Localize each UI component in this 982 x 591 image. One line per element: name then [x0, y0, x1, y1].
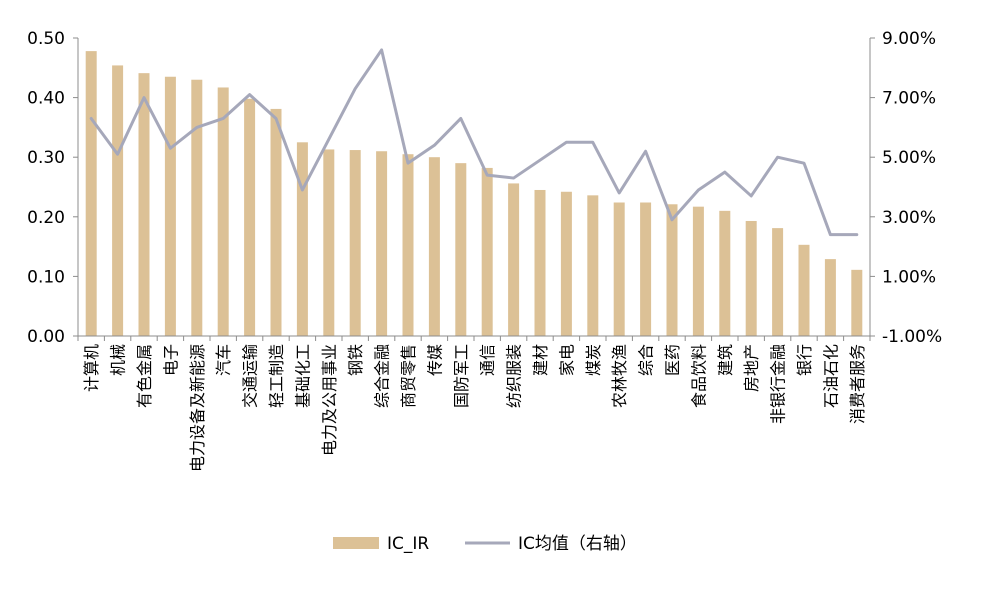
category-label: 农林牧渔 — [610, 344, 629, 408]
bar-银行 — [799, 245, 810, 336]
category-label: 医药 — [663, 344, 682, 376]
right-tick-label: 3.00% — [882, 208, 936, 228]
right-tick-label: 5.00% — [882, 148, 936, 168]
left-tick-label: 0.20 — [27, 208, 65, 228]
bar-非银行金融 — [772, 228, 783, 336]
right-tick-label: 9.00% — [882, 29, 936, 49]
bar-有色金属 — [139, 73, 150, 336]
right-tick-label: -1.00% — [882, 327, 942, 347]
bar-医药 — [667, 204, 678, 336]
category-label: 机械 — [109, 344, 128, 376]
category-label: 建筑 — [716, 344, 735, 376]
bar-钢铁 — [350, 150, 361, 336]
category-label: 电力设备及新能源 — [188, 344, 207, 472]
category-label: 纺织服装 — [505, 344, 524, 408]
category-label: 建材 — [531, 344, 550, 376]
category-label: 钢铁 — [346, 344, 365, 376]
category-label: 传媒 — [425, 344, 444, 376]
left-tick-label: 0.30 — [27, 148, 65, 168]
category-label: 轻工制造 — [267, 344, 286, 408]
category-label: 电子 — [161, 344, 180, 376]
bar-农林牧渔 — [614, 203, 625, 337]
legend-label-line: IC均值（右轴） — [518, 534, 637, 554]
bar-石油石化 — [825, 259, 836, 336]
bar-建材 — [535, 190, 546, 336]
right-tick-label: 7.00% — [882, 89, 936, 109]
category-label: 有色金属 — [135, 344, 154, 408]
legend-bar-swatch — [333, 537, 379, 549]
category-label: 煤炭 — [584, 344, 603, 376]
ic-mean-line — [91, 50, 857, 235]
category-label: 综合金融 — [373, 344, 392, 408]
category-label: 银行 — [795, 344, 814, 376]
category-labels-group: 计算机机械有色金属电子电力设备及新能源汽车交通运输轻工制造基础化工电力及公用事业… — [82, 344, 867, 472]
category-label: 食品饮料 — [689, 344, 708, 408]
bar-商贸零售 — [403, 154, 414, 336]
bar-通信 — [482, 168, 493, 336]
category-label: 消费者服务 — [848, 344, 867, 424]
category-label: 电力及公用事业 — [320, 344, 339, 456]
bar-国防军工 — [455, 163, 466, 336]
left-tick-label: 0.40 — [27, 89, 65, 109]
category-label: 基础化工 — [293, 344, 312, 408]
bar-基础化工 — [297, 142, 308, 336]
category-label: 国防军工 — [452, 344, 471, 408]
bar-轻工制造 — [271, 109, 282, 336]
category-label: 家电 — [557, 344, 576, 376]
category-label: 计算机 — [82, 344, 101, 392]
bar-交通运输 — [244, 99, 255, 336]
legend-label-bar: IC_IR — [387, 534, 429, 554]
category-label: 石油石化 — [821, 344, 840, 408]
bar-series-group — [86, 51, 863, 336]
bar-纺织服装 — [508, 183, 519, 336]
bar-传媒 — [429, 157, 440, 336]
left-tick-label: 0.10 — [27, 267, 65, 287]
bar-综合 — [640, 203, 651, 337]
category-label: 房地产 — [742, 344, 761, 392]
right-tick-label: 1.00% — [882, 267, 936, 287]
bar-食品饮料 — [693, 207, 704, 336]
bar-电子 — [165, 77, 176, 336]
bar-机械 — [112, 65, 123, 336]
category-label: 商贸零售 — [399, 344, 418, 408]
bar-综合金融 — [376, 151, 387, 336]
legend: IC_IR IC均值（右轴） — [333, 534, 637, 554]
bar-消费者服务 — [851, 270, 862, 336]
bar-建筑 — [719, 211, 730, 336]
category-label: 汽车 — [214, 344, 233, 376]
line-series-group — [91, 50, 857, 235]
category-label: 通信 — [478, 344, 497, 376]
bar-房地产 — [746, 221, 757, 336]
category-label: 非银行金融 — [769, 344, 788, 424]
bar-计算机 — [86, 51, 97, 336]
category-label: 交通运输 — [241, 344, 260, 408]
bar-电力设备及新能源 — [191, 80, 202, 336]
bar-家电 — [561, 192, 572, 336]
left-tick-label: 0.00 — [27, 327, 65, 347]
bar-电力及公用事业 — [323, 149, 334, 336]
bar-汽车 — [218, 87, 229, 336]
left-tick-label: 0.50 — [27, 29, 65, 49]
category-label: 综合 — [637, 344, 656, 376]
bar-煤炭 — [587, 195, 598, 336]
